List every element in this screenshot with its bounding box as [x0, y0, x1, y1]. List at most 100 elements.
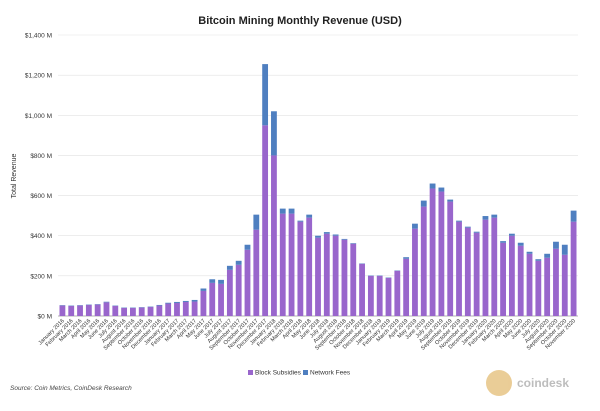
bar-block-subsidies: [412, 229, 418, 316]
bar-block-subsidies: [262, 125, 268, 316]
chart-title: Bitcoin Mining Monthly Revenue (USD): [198, 15, 402, 27]
bar-network-fees: [218, 280, 224, 284]
bar-block-subsidies: [544, 258, 550, 316]
bar-network-fees: [262, 64, 268, 125]
bar-network-fees: [192, 300, 198, 302]
bar-network-fees: [562, 245, 568, 255]
bar-network-fees: [518, 243, 524, 246]
bar-block-subsidies: [438, 192, 444, 316]
bar-block-subsidies: [509, 236, 515, 316]
y-tick-label: $200 M: [30, 273, 52, 280]
bar-block-subsidies: [571, 222, 577, 316]
bar-block-subsidies: [139, 308, 145, 316]
bar-network-fees: [483, 216, 489, 220]
y-tick-label: $1,200 M: [25, 73, 52, 80]
bar-block-subsidies: [368, 276, 374, 316]
bar-block-subsidies: [209, 283, 215, 316]
bar-network-fees: [491, 215, 497, 218]
y-tick-label: $0 M: [38, 314, 52, 321]
bar-network-fees: [474, 232, 480, 233]
bar-block-subsidies: [59, 306, 65, 316]
y-tick-label: $1,400 M: [25, 33, 52, 40]
bar-block-subsidies: [165, 304, 171, 316]
bar-block-subsidies: [121, 308, 127, 316]
bar-network-fees: [201, 289, 207, 291]
bar-block-subsidies: [280, 214, 286, 316]
bar-network-fees: [104, 302, 110, 303]
bar-network-fees: [553, 242, 559, 249]
bar-network-fees: [333, 235, 339, 236]
watermark-logo-icon: [486, 370, 512, 396]
bar-network-fees: [527, 252, 533, 254]
bar-network-fees: [412, 224, 418, 229]
bar-network-fees: [315, 236, 321, 238]
bar-block-subsidies: [377, 276, 383, 316]
y-tick-label: $600 M: [30, 193, 52, 200]
bar-block-subsidies: [553, 249, 559, 316]
bar-block-subsidies: [324, 234, 330, 316]
bar-block-subsidies: [403, 259, 409, 316]
bar-block-subsidies: [465, 228, 471, 316]
bar-network-fees: [342, 239, 348, 240]
bar-block-subsidies: [342, 240, 348, 316]
bar-block-subsidies: [271, 155, 277, 316]
y-tick-labels: $0 M$200 M$400 M$600 M$800 M$1,000 M$1,2…: [25, 33, 52, 321]
bar-network-fees: [280, 209, 286, 214]
legend-swatch: [248, 370, 253, 375]
bar-block-subsidies: [491, 218, 497, 316]
bar-network-fees: [227, 266, 233, 270]
bar-block-subsidies: [474, 233, 480, 316]
bar-network-fees: [456, 221, 462, 222]
source-note: Source: Coin Metrics, CoinDesk Research: [10, 385, 132, 392]
bar-block-subsidies: [297, 222, 303, 316]
bar-block-subsidies: [95, 305, 101, 316]
bar-network-fees: [544, 254, 550, 258]
bar-network-fees: [289, 209, 295, 214]
bar-block-subsidies: [112, 306, 118, 316]
bar-block-subsidies: [447, 202, 453, 316]
bar-block-subsidies: [174, 303, 180, 316]
bar-block-subsidies: [236, 265, 242, 316]
bar-network-fees: [403, 257, 409, 259]
bar-network-fees: [571, 211, 577, 222]
bars: [59, 64, 576, 316]
bar-network-fees: [245, 245, 251, 250]
bar-block-subsidies: [104, 302, 110, 316]
bar-block-subsidies: [148, 307, 154, 316]
bar-block-subsidies: [227, 270, 233, 316]
bar-block-subsidies: [289, 214, 295, 316]
bar-block-subsidies: [315, 238, 321, 316]
bar-network-fees: [535, 259, 541, 261]
bar-block-subsidies: [535, 261, 541, 316]
bar-block-subsidies: [350, 244, 356, 316]
watermark-text: coindesk: [517, 376, 569, 390]
y-tick-label: $800 M: [30, 153, 52, 160]
bar-block-subsidies: [500, 243, 506, 316]
bar-network-fees: [465, 227, 471, 228]
bar-block-subsidies: [130, 308, 136, 316]
bar-block-subsidies: [386, 278, 392, 316]
watermark: coindesk: [486, 370, 569, 396]
bar-block-subsidies: [333, 236, 339, 316]
bar-block-subsidies: [430, 189, 436, 316]
bar-block-subsidies: [183, 302, 189, 316]
bar-network-fees: [156, 305, 162, 306]
bar-network-fees: [350, 243, 356, 244]
bar-network-fees: [183, 301, 189, 302]
bar-network-fees: [421, 201, 427, 207]
bar-block-subsidies: [86, 305, 92, 316]
bar-block-subsidies: [68, 306, 74, 316]
bar-block-subsidies: [518, 246, 524, 316]
bar-block-subsidies: [192, 302, 198, 316]
bar-block-subsidies: [245, 250, 251, 316]
bar-block-subsidies: [156, 306, 162, 316]
bar-network-fees: [209, 279, 215, 283]
bar-network-fees: [430, 184, 436, 189]
bar-block-subsidies: [201, 291, 207, 316]
bar-network-fees: [447, 200, 453, 202]
y-axis-label: Total Revenue: [11, 154, 18, 199]
bar-block-subsidies: [527, 254, 533, 316]
bar-block-subsidies: [394, 271, 400, 316]
